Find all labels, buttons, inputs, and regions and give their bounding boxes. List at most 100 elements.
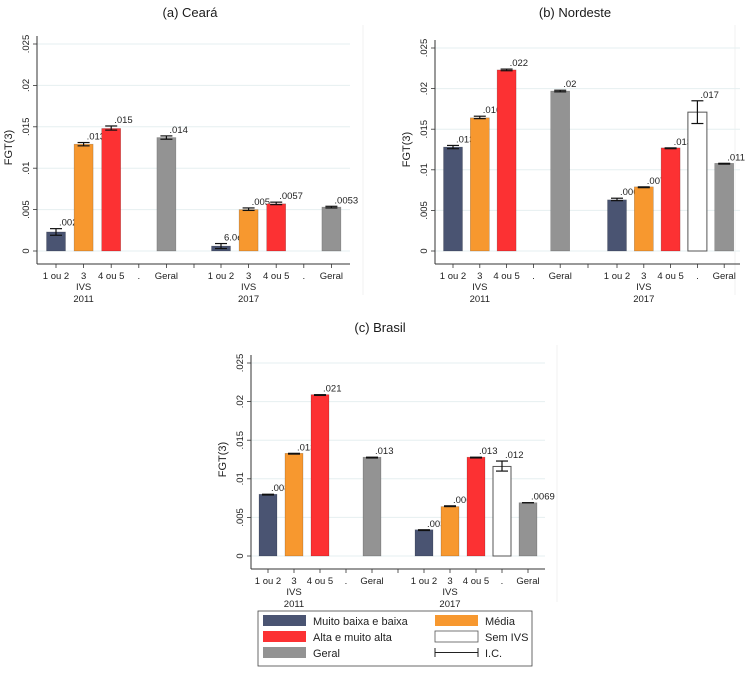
legend-label-muito-baixa-baixa: Muito baixa e baixa [313,616,409,628]
bar-geral [362,456,382,557]
data-label: .013 [674,137,693,148]
data-label: .02 [563,79,576,90]
x-tick-label: 4 ou 5 [493,271,519,282]
x-tick-label: 1 ou 2 [255,576,281,587]
x-tick-label: Geral [549,271,572,282]
x-group-label-ivs: IVS [636,282,651,293]
data-label: .013 [479,446,498,457]
legend-label-ci: I.C. [485,648,502,660]
x-tick-label: 3 [477,271,482,282]
legend-swatch-sem-ivs [434,630,479,643]
data-label: .008 [271,483,290,494]
bar-geral [550,90,571,252]
y-tick-label: .025 [21,35,32,54]
data-label: .013 [375,446,394,457]
data-label: .012 [505,450,524,461]
bar-media [440,506,460,557]
bar-muito-baixa-baixa [414,529,434,557]
x-tick-label: Geral [713,271,736,282]
y-tick-label: .01 [235,472,246,485]
y-tick-label: .015 [21,118,32,137]
x-group-label-year: 2011 [470,294,490,305]
bar-muito-baixa-baixa [607,199,627,252]
x-tick-label: Geral [360,576,383,587]
legend-swatch-geral [263,647,306,658]
x-group-label-ivs: IVS [76,282,91,293]
bar-sem-ivs [492,465,512,557]
data-label: .015 [114,115,133,126]
y-tick-label: .015 [419,120,430,139]
bar-muito-baixa-baixa [258,493,278,557]
x-tick-label: 3 [291,576,296,587]
data-label: .0064 [453,495,477,506]
data-label: .0063 [620,187,644,198]
data-label: .0023 [59,218,83,229]
bar-media [284,453,304,557]
bar-alta-muito-alta [266,203,287,252]
x-group-label-ivs: IVS [286,587,301,598]
legend-label-media: Média [485,616,516,628]
x-tick-label: 3 [81,271,86,282]
x-tick-label: Geral [155,271,178,282]
panel-nordeste: (b) Nordeste 0 .005 .01 .015 .02 .025 FGT(3) 1 o… [401,5,745,305]
data-label: .022 [510,58,528,69]
bar-alta-muito-alta [466,456,486,557]
y-tick-label: .005 [419,201,430,220]
panel-ceara: (a) Ceará 0 .005 .01 .015 .02 .025 FGT(3) 1 ou 2… [3,5,358,305]
x-tick-label: 4 ou 5 [263,271,289,282]
y-tick-label: .01 [21,162,32,175]
chart-title: (b) Nordeste [539,5,611,20]
x-tick-label: 3 [447,576,452,587]
y-axis-label: FGT(3) [217,442,229,477]
data-label: .021 [323,384,342,395]
x-tick-label: 1 ou 2 [440,271,466,282]
x-tick-label: 4 ou 5 [463,576,489,587]
legend-swatch-muito-baixa-baixa [263,615,306,626]
legend-label-alta-muito-alta: Alta e muito alta [313,632,393,644]
data-label: .013 [87,132,106,143]
data-label: .013 [297,442,316,453]
x-tick-label: . [696,271,699,282]
y-tick-label: .02 [21,79,32,92]
x-group-label-year: 2017 [238,294,259,305]
y-tick-label: 0 [21,248,32,253]
bar-geral [518,502,538,557]
x-group-label-ivs: IVS [241,282,256,293]
panel-brasil: (c) Brasil 0 .005 .01 .015 .02 .025 FGT(3) 1 ou … [217,320,555,610]
y-tick-label: .025 [235,354,246,373]
x-tick-label: 4 ou 5 [98,271,124,282]
x-tick-label: 3 [641,271,646,282]
data-label: .017 [700,90,719,101]
x-tick-label: . [137,271,140,282]
bar-sem-ivs [687,111,708,252]
y-tick-label: 0 [419,248,430,253]
x-group-label-year: 2011 [73,294,93,305]
legend-ci-icon [434,648,479,657]
x-tick-label: . [345,576,348,587]
legend-label-sem-ivs: Sem IVS [485,632,528,644]
data-label: .0053 [334,195,358,206]
data-label: .011 [727,152,745,163]
x-group-label-ivs: IVS [442,587,457,598]
x-tick-label: 4 ou 5 [307,576,333,587]
data-label: .0057 [279,191,303,202]
bar-muito-baixa-baixa [443,146,463,252]
x-tick-label: 1 ou 2 [43,271,69,282]
data-label: .014 [169,125,188,136]
data-label: .0069 [531,492,555,503]
x-tick-label: 1 ou 2 [411,576,437,587]
y-tick-label: .015 [235,431,246,450]
x-tick-label: Geral [320,271,343,282]
x-group-label-year: 2017 [439,599,460,610]
y-tick-label: .005 [235,508,246,527]
bar-alta-muito-alta [310,394,330,557]
data-label: .0034 [427,519,451,530]
x-tick-label: . [302,271,305,282]
data-label: .016 [483,105,502,116]
x-tick-label: . [532,271,535,282]
x-tick-label: 4 ou 5 [657,271,683,282]
legend-label-geral: Geral [313,648,340,660]
x-tick-label: 3 [246,271,251,282]
x-group-label-year: 2011 [284,599,304,610]
